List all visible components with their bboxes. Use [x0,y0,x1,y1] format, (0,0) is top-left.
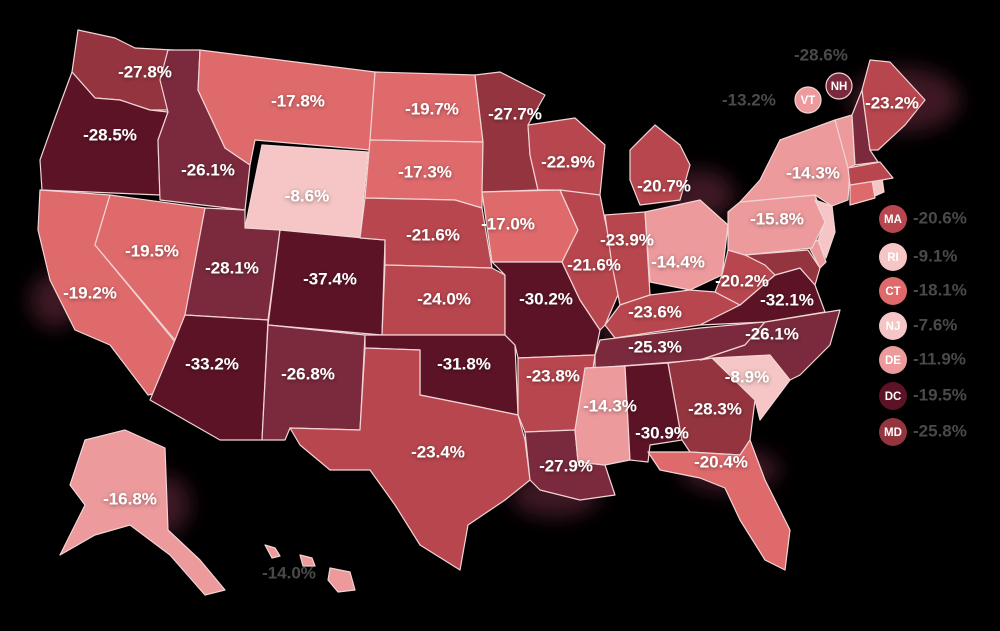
badge-label-RI: RI [887,252,899,264]
label-AK: -16.8% [103,489,157,508]
label-OK: -31.8% [437,354,491,373]
small-states-list: MA -20.6% RI -9.1% CT -18.1% NJ -7.6% DE… [879,205,967,446]
badge-label-NH: NH [831,81,848,93]
state-shape-FL[interactable] [647,439,791,571]
label-ND: -19.7% [405,99,459,118]
label-SD: -17.3% [398,162,452,181]
label-KY: -23.6% [628,302,682,321]
label-VA: -32.1% [760,290,814,309]
label-LA: -27.9% [539,456,593,475]
badge-label-MA: MA [884,214,902,226]
label-TN: -25.3% [628,337,682,356]
state-shape-ME[interactable] [861,59,926,151]
badge-CT[interactable] [879,277,907,305]
label-MO: -30.2% [519,289,573,308]
value-MD: -25.8% [913,421,967,440]
value-DE: -11.9% [913,349,966,368]
badge-label-MD: MD [884,427,902,439]
callouts: VT -13.2% NH -28.6% [722,45,853,114]
label-ID: -26.1% [181,160,235,179]
label-HI: -14.0% [262,563,316,582]
badge-MA[interactable] [879,205,907,233]
label-GA: -28.3% [688,399,742,418]
badge-VT[interactable] [794,86,822,114]
value-DC: -19.5% [913,385,967,404]
value-NJ: -7.6% [913,315,957,334]
state-shape-HI[interactable] [264,544,356,593]
badge-label-VT: VT [801,95,816,107]
label-WI: -22.9% [541,152,595,171]
states-layer [37,29,926,596]
label-PA: -15.8% [750,209,804,228]
label-IA: -17.0% [481,214,535,233]
label-CO: -37.4% [303,269,357,288]
badge-label-CT: CT [885,286,900,298]
state-shape-MI[interactable] [629,124,691,206]
label-WV: -20.2% [715,271,769,290]
label-KS: -24.0% [417,289,471,308]
badge-RI[interactable] [879,243,907,271]
state-shape-MS[interactable] [574,365,631,466]
state-shape-AK[interactable] [59,429,226,596]
label-MI: -20.7% [637,176,691,195]
label-NC: -26.1% [745,324,799,343]
callout-value-VT: -13.2% [722,90,776,109]
label-MT: -17.8% [271,91,325,110]
state-labels: -27.8% -28.5% -19.2% -26.1% -19.5% -17.8… [63,62,919,582]
label-ME: -23.2% [865,93,919,112]
label-CA: -19.2% [63,283,117,302]
label-MN: -27.7% [488,104,542,123]
value-MA: -20.6% [913,208,967,227]
badge-label-DC: DC [885,391,902,403]
state-shape-AZ[interactable] [149,314,269,441]
label-OR: -28.5% [83,125,137,144]
callout-value-NH: -28.6% [794,45,848,64]
badge-label-DE: DE [885,355,901,367]
label-AR: -23.8% [526,366,580,385]
state-shape-IL[interactable] [559,189,621,331]
label-WA: -27.8% [118,62,172,81]
state-shape-MD[interactable] [744,249,821,286]
label-IL: -21.6% [567,255,621,274]
label-OH: -14.4% [651,252,705,271]
badge-DE[interactable] [879,346,907,374]
value-RI: -9.1% [913,246,957,265]
label-AL: -30.9% [635,423,689,442]
label-FL: -20.4% [694,452,748,471]
badge-DC[interactable] [879,382,907,410]
label-NV: -19.5% [125,241,179,260]
label-NM: -26.8% [281,364,335,383]
state-shape-TX[interactable] [289,347,531,571]
label-WY: -8.6% [285,186,329,205]
value-CT: -18.1% [913,280,967,299]
label-MS: -14.3% [583,396,637,415]
label-NY: -14.3% [786,163,840,182]
label-UT: -28.1% [205,258,259,277]
badge-label-NJ: NJ [886,321,901,333]
badge-NH[interactable] [825,72,853,100]
state-shape-NH[interactable] [851,89,879,166]
label-NE: -21.6% [406,225,460,244]
label-AZ: -33.2% [185,354,239,373]
label-TX: -23.4% [411,442,465,461]
label-IN: -23.9% [600,230,654,249]
badge-NJ[interactable] [879,312,907,340]
badge-MD[interactable] [879,418,907,446]
label-SC: -8.9% [725,367,769,386]
